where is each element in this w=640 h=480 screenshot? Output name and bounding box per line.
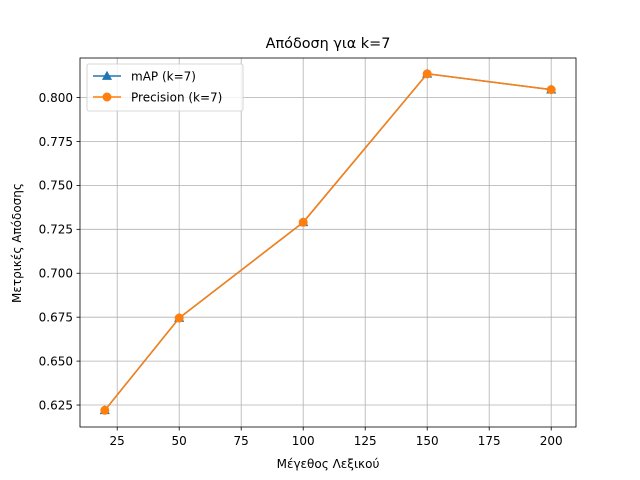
y-tick-label: 0.625 (39, 398, 73, 412)
x-tick-label: 175 (478, 434, 501, 448)
y-tick-label: 0.700 (39, 267, 73, 281)
circle-marker (422, 69, 432, 79)
chart-title: Απόδοση για k=7 (266, 36, 391, 52)
series-1 (100, 69, 556, 415)
series-lines (99, 68, 557, 415)
x-tick-label: 25 (110, 434, 125, 448)
circle-marker (298, 217, 308, 227)
circle-marker (546, 85, 556, 95)
x-tick-label: 200 (540, 434, 563, 448)
axis-ticks: 25 50 75 100 125 150 175 200 0.625 0.650 0.675 0.70… (39, 91, 563, 448)
plot-frame (79, 57, 577, 428)
y-tick-label: 0.750 (39, 179, 73, 193)
x-tick-label: 100 (292, 434, 315, 448)
circle-marker (100, 405, 110, 415)
y-tick-label: 0.675 (39, 310, 73, 324)
legend-entry: mAP (k=7) (93, 69, 196, 83)
grid-lines (80, 58, 576, 427)
legend-label: mAP (k=7) (131, 69, 196, 83)
legend-entry: Precision (k=7) (93, 90, 222, 104)
y-tick-label: 0.800 (39, 91, 73, 105)
legend-triangle-icon (101, 70, 113, 80)
legend-label: Precision (k=7) (131, 90, 222, 104)
circle-marker (174, 313, 184, 323)
x-tick-label: 75 (234, 434, 249, 448)
x-tick-label: 150 (416, 434, 439, 448)
y-tick-label: 0.650 (39, 354, 73, 368)
legend: mAP (k=7) Precision (k=7) (86, 63, 244, 112)
y-axis-label: Μετρικές Απόδοσης (10, 183, 24, 303)
legend-box (86, 63, 244, 112)
y-tick-label: 0.725 (39, 223, 73, 237)
x-tick-label: 125 (354, 434, 377, 448)
legend-circle-icon (102, 92, 112, 102)
x-axis-label: Μέγεθος Λεξικού (277, 457, 380, 471)
x-tick-label: 50 (172, 434, 187, 448)
y-tick-label: 0.775 (39, 135, 73, 149)
